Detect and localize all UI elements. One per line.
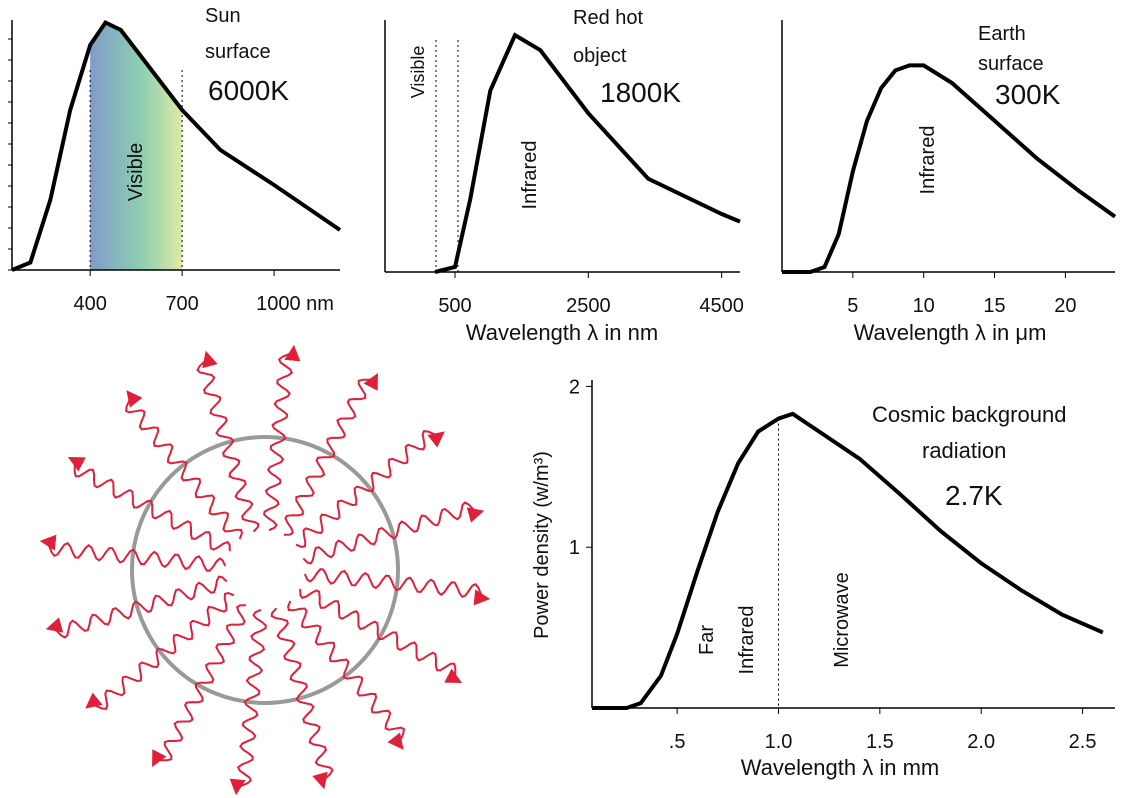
radiation-arrow [303, 568, 491, 606]
radiation-arrow [125, 390, 243, 540]
annotation: Infrared [519, 141, 541, 210]
annotation: Infrared [736, 606, 758, 675]
curve [11, 19, 342, 272]
radiation-arrow [270, 607, 334, 790]
x-tick-label: 2.5 [1069, 731, 1097, 753]
annotation: Earth [978, 23, 1026, 45]
radiation-arrow [295, 430, 445, 548]
x-tick-label: 700 [165, 293, 198, 315]
x-tick-label: 1.5 [866, 731, 894, 753]
x-tick-label: 20 [1054, 295, 1076, 317]
curve [592, 411, 1104, 710]
x-tick-label: 2.0 [967, 731, 995, 753]
radiation-arrow [67, 457, 231, 552]
annotation: surface [205, 41, 271, 63]
radiation-arrow [152, 604, 247, 768]
x-tick-label: 15 [983, 295, 1005, 317]
radiation-arrow [263, 344, 301, 532]
annotation: 2.7K [945, 480, 1003, 511]
annotation: surface [978, 53, 1044, 75]
radiation-arrow [287, 600, 405, 750]
x-tick-label: 1000 nm [256, 293, 334, 315]
x-tick-label: 1.0 [765, 731, 793, 753]
radiation-arrow [302, 501, 485, 565]
annotation: Infrared [917, 126, 939, 195]
annotation: Sun [205, 5, 241, 27]
radiation-arrow [196, 350, 260, 533]
annotation: object [573, 45, 627, 67]
x-axis-label: Wavelength λ in μm [854, 320, 1047, 345]
radiation-arrow [39, 534, 227, 572]
x-tick-label: 2500 [566, 295, 611, 317]
annotation: Visible [125, 143, 147, 202]
annotation: Visible [408, 46, 428, 99]
radiation-arrow [229, 608, 267, 796]
curve [434, 32, 741, 274]
y-axis-label: Power density (w/m³) [531, 451, 553, 639]
annotation: 300K [995, 79, 1061, 110]
annotation: Microwave [831, 572, 853, 668]
radiation-arrow [283, 372, 378, 536]
radiation-arrow [299, 588, 463, 683]
radiating-body [39, 344, 491, 796]
x-tick-label: 400 [73, 293, 106, 315]
annotation: 6000K [208, 75, 289, 106]
annotation: Far [696, 625, 718, 655]
body-circle [130, 435, 400, 705]
x-tick-label: 5 [847, 295, 858, 317]
x-axis-label: Wavelength λ in mm [741, 755, 939, 780]
annotation: radiation [922, 438, 1006, 463]
x-tick-label: .5 [669, 731, 686, 753]
y-tick-label: 1 [569, 537, 580, 559]
x-tick-label: 4500 [699, 295, 744, 317]
radiation-arrow [85, 592, 235, 710]
x-axis-label: Wavelength λ in nm [466, 320, 658, 345]
visible-band [90, 22, 183, 270]
x-tick-label: 10 [913, 295, 935, 317]
annotation: Red hot [573, 7, 643, 29]
y-tick-label: 2 [569, 376, 580, 398]
curve [782, 63, 1117, 274]
annotation: 1800K [600, 77, 681, 108]
annotation: Cosmic background [872, 402, 1066, 427]
radiation-arrow [45, 575, 228, 639]
x-tick-label: 500 [438, 295, 471, 317]
